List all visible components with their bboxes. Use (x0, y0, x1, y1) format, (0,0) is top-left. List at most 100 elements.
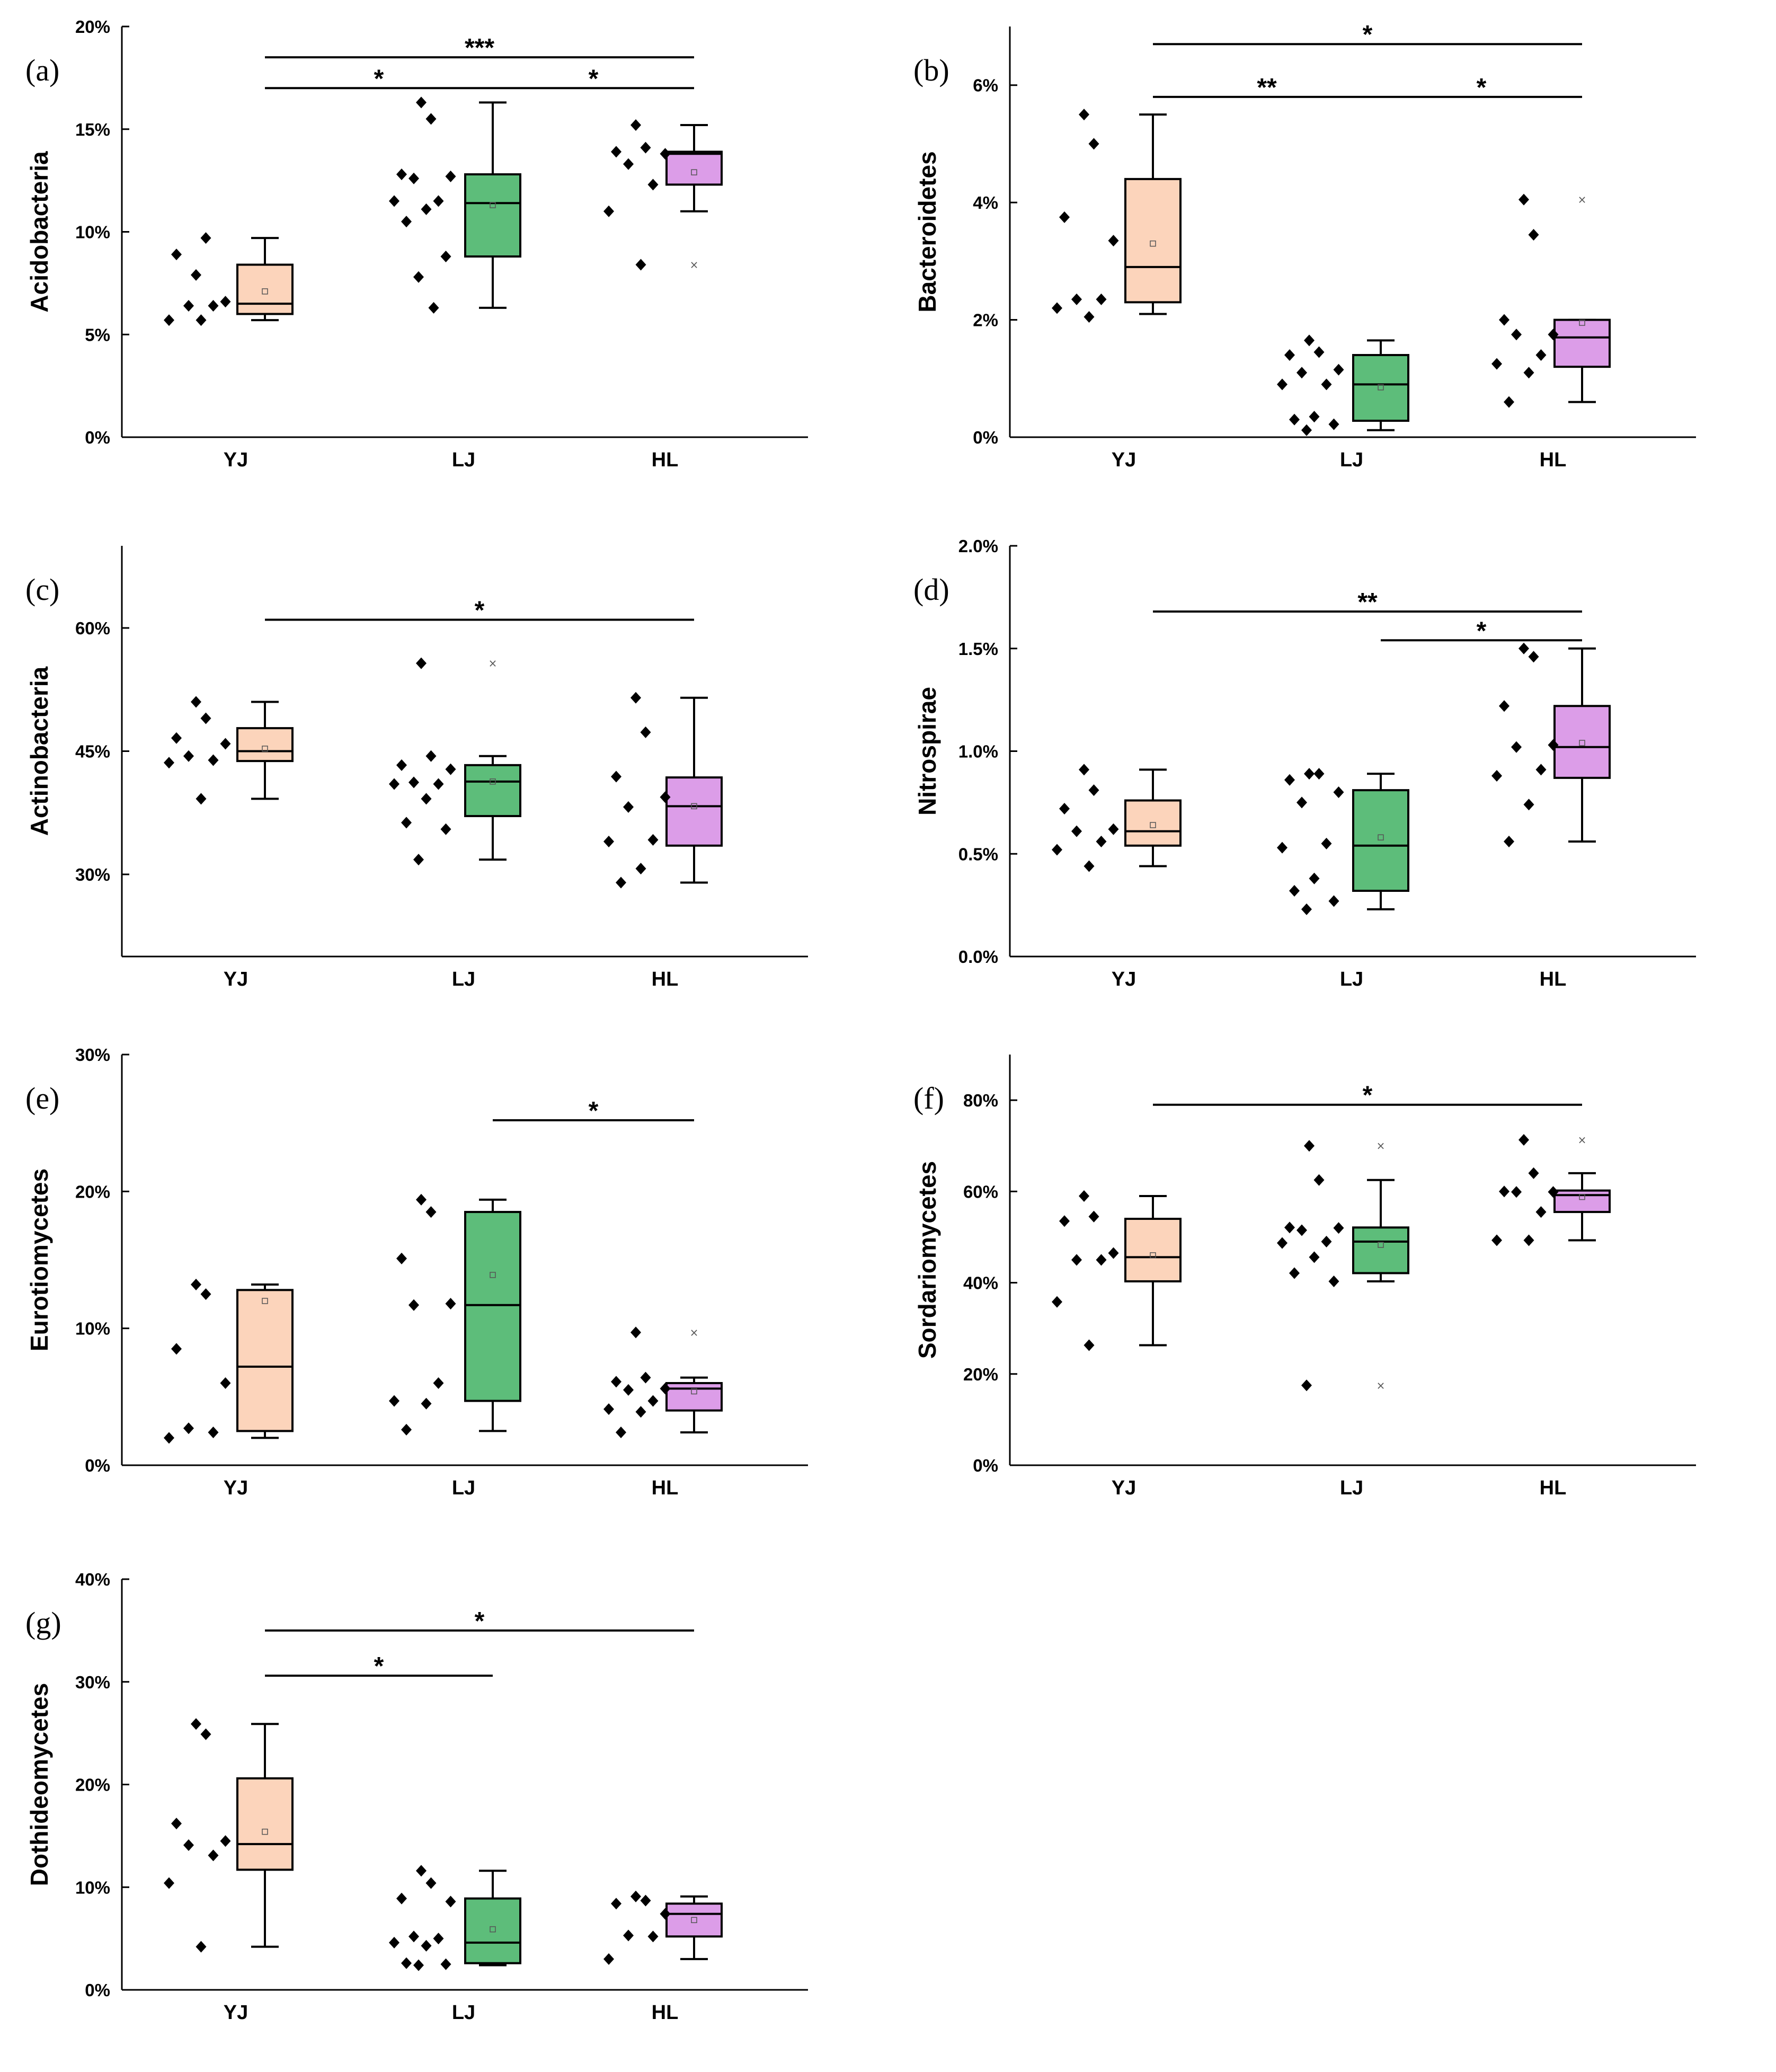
data-point-lj (396, 1892, 407, 1905)
data-point-lj (416, 96, 427, 109)
panel-e: (e) Eurotiomycetes 0% 10% 20% 30% YJ LJ HL × * (25, 1045, 808, 1499)
data-point-yj (1052, 302, 1062, 314)
panel-g: (g) Dothideomycetes 0% 10% 20% 30% 40% YJ LJ HL * * (25, 1570, 808, 2024)
data-point-hl (647, 1395, 659, 1407)
data-point-yj (1052, 1296, 1062, 1308)
data-point-yj (1084, 860, 1095, 872)
data-point-yj (1096, 1254, 1107, 1266)
data-point-lj (1333, 364, 1344, 376)
data-point-yj (171, 732, 182, 744)
significance-label: * (1477, 74, 1487, 102)
data-point-lj (433, 195, 444, 207)
data-point-lj (1289, 885, 1300, 897)
x-tick-label-hl: HL (1540, 968, 1567, 990)
outlier-hl: × (690, 1326, 699, 1339)
data-point-hl (635, 259, 646, 271)
data-point-hl (1548, 329, 1559, 341)
data-point-lj (1277, 378, 1287, 391)
data-point-yj (208, 300, 219, 312)
panel-label: (d) (913, 572, 949, 607)
data-point-lj (409, 1931, 419, 1943)
data-point-lj (440, 251, 451, 262)
data-point-yj (208, 754, 219, 766)
y-tick-label: 0% (85, 428, 110, 447)
data-point-lj (433, 1933, 444, 1945)
significance-label: ** (1257, 74, 1277, 102)
data-point-lj (1321, 378, 1332, 391)
data-point-hl (1511, 741, 1522, 753)
box-yj (1124, 799, 1182, 847)
data-point-lj (445, 1896, 456, 1908)
x-tick-label-hl: HL (652, 968, 679, 990)
data-point-lj (1328, 418, 1339, 430)
mean-marker-yj (262, 288, 268, 295)
y-tick-label: 45% (75, 742, 110, 761)
significance-label: * (589, 65, 599, 93)
data-point-lj (1328, 895, 1339, 907)
data-point-yj (1108, 1247, 1119, 1259)
data-point-lj (409, 172, 419, 184)
outlier-lj: × (1377, 1139, 1386, 1152)
data-point-yj (191, 1279, 201, 1290)
significance-label: *** (465, 34, 494, 62)
mean-marker-hl (691, 169, 697, 175)
data-point-yj (164, 314, 174, 326)
data-point-yj (200, 1288, 211, 1300)
x-tick-label-lj: LJ (452, 968, 475, 990)
y-axis-label: Dothideomycetes (25, 1683, 53, 1886)
y-tick-label: 20% (963, 1365, 998, 1384)
data-point-hl (1548, 739, 1559, 751)
panel-label: (e) (25, 1081, 59, 1115)
data-point-hl (1519, 193, 1529, 206)
data-point-hl (603, 836, 614, 847)
x-tick-label-lj: LJ (1340, 968, 1363, 990)
panel-label: (a) (25, 53, 59, 87)
data-point-hl (1528, 229, 1539, 241)
data-point-hl (1499, 700, 1509, 712)
data-point-lj (440, 823, 451, 835)
data-point-hl (660, 1908, 671, 1920)
y-tick-label: 6% (973, 76, 998, 95)
y-tick-label: 1.0% (958, 742, 998, 761)
data-point-hl (616, 1427, 626, 1438)
mean-marker-yj (1150, 1252, 1156, 1259)
data-point-lj (1313, 1174, 1325, 1186)
data-point-hl (623, 801, 634, 813)
data-point-yj (1088, 784, 1099, 796)
box-hl (665, 776, 723, 847)
y-tick-label: 15% (75, 120, 110, 139)
data-point-lj (1297, 367, 1307, 379)
data-point-hl (1499, 314, 1509, 326)
data-point-lj (433, 778, 444, 790)
mean-marker-yj (1150, 240, 1156, 247)
data-point-yj (220, 296, 231, 308)
y-axis-label: Eurotiomycetes (25, 1168, 53, 1351)
data-point-hl (647, 179, 659, 191)
mean-marker-yj (1150, 822, 1156, 828)
data-point-hl (1523, 799, 1534, 811)
data-point-yj (220, 1835, 231, 1847)
mean-marker-lj (490, 1272, 496, 1278)
data-point-yj (1079, 1190, 1089, 1202)
y-tick-label: 20% (75, 1775, 110, 1795)
data-point-lj (409, 776, 419, 789)
data-point-lj (421, 1940, 432, 1952)
data-point-hl (631, 1326, 641, 1339)
data-point-yj (164, 1877, 174, 1889)
data-point-lj (1313, 768, 1325, 780)
data-point-yj (196, 793, 207, 805)
y-tick-label: 60% (963, 1182, 998, 1201)
data-point-hl (611, 1898, 621, 1910)
y-axis-label: Actinobacteria (25, 666, 53, 836)
x-tick-label-hl: HL (1540, 1477, 1567, 1499)
significance-label: * (1363, 1082, 1373, 1110)
data-point-lj (389, 1395, 399, 1407)
x-tick-label-lj: LJ (452, 449, 475, 471)
box-lj (464, 1897, 521, 1964)
data-point-lj (1277, 1237, 1287, 1249)
mean-marker-hl (1579, 740, 1585, 746)
data-point-hl (623, 1929, 634, 1942)
data-point-lj (1301, 903, 1312, 915)
